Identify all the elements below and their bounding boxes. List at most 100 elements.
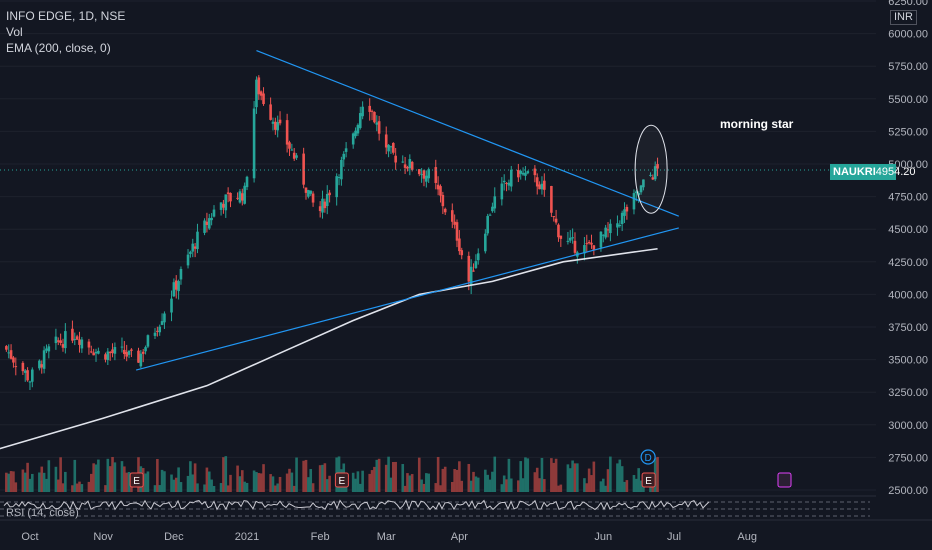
volume-bar [302, 460, 305, 492]
volume-bar [153, 485, 157, 492]
earnings-marker-label: E [339, 476, 346, 487]
time-tick-label: Jul [667, 531, 681, 543]
candle-body [604, 227, 607, 238]
volume-bar [559, 484, 563, 492]
volume-bar [224, 456, 228, 492]
candle-body [292, 152, 296, 159]
volume-bar [368, 473, 372, 492]
volume-bar [120, 461, 124, 492]
volume-bar [73, 459, 77, 492]
candle-body [507, 182, 511, 186]
volume-bar [576, 463, 579, 492]
rsi-line [3, 499, 710, 511]
candle-body [304, 187, 308, 193]
rsi-legend[interactable]: RSI (14, close) [6, 507, 79, 519]
volume-bar [290, 472, 294, 492]
candle-body [590, 242, 593, 245]
candle-body [342, 153, 346, 160]
candle-body [651, 177, 655, 180]
price-tick-label: 2500.00 [888, 485, 928, 497]
volume-bar [123, 466, 126, 492]
volume-bar [212, 485, 216, 492]
candle-body [229, 192, 232, 202]
candle-body [153, 332, 157, 336]
volume-bar [108, 466, 112, 492]
chart-legend: INFO EDGE, 1D, NSE Vol EMA (200, close, … [6, 8, 125, 56]
volume-bar [370, 470, 374, 492]
earnings-marker-label: E [645, 476, 652, 487]
candle-body [196, 231, 199, 250]
volume-bar [533, 472, 537, 492]
ema-line [0, 247, 658, 450]
volume-bar [439, 485, 442, 492]
candle-body [203, 220, 206, 233]
time-tick-label: Nov [93, 531, 113, 543]
candle-body [245, 176, 249, 188]
time-tick-label: 2021 [235, 531, 259, 543]
ema-legend[interactable]: EMA (200, close, 0) [6, 41, 111, 55]
volume-bar [583, 478, 586, 492]
candle-body [80, 339, 84, 349]
time-tick-label: Oct [21, 531, 38, 543]
volume-bar [491, 471, 494, 492]
volume-bar [592, 461, 596, 492]
candle-body [401, 161, 405, 163]
volume-bar [599, 481, 603, 492]
volume-bar [538, 478, 541, 492]
currency-label[interactable]: INR [890, 10, 917, 25]
volume-bar [526, 458, 530, 492]
price-tick-label: 2750.00 [888, 452, 928, 464]
candle-body [328, 192, 331, 196]
time-axis: Oct Nov Dec 2021 Feb Mar Apr Jun Jul Aug [21, 531, 757, 543]
volume-bars [5, 456, 659, 492]
candle-body [606, 229, 610, 231]
volume-bar [87, 481, 91, 492]
candle-body [550, 185, 553, 213]
symbol-title[interactable]: INFO EDGE, 1D, NSE [6, 9, 126, 23]
candle-body [45, 348, 48, 351]
volume-bar [144, 473, 147, 492]
candle-body [484, 233, 487, 252]
candle-body [325, 194, 329, 206]
volume-bar [295, 457, 298, 492]
volume-bar [358, 483, 362, 492]
candle-body [502, 180, 506, 183]
candle-body [559, 235, 563, 239]
price-tick-label: 5750.00 [888, 61, 928, 73]
volume-bar [540, 457, 544, 492]
volume-bar [243, 481, 246, 492]
candle-body [106, 351, 110, 361]
volume-bar [502, 475, 506, 492]
volume-bar [26, 462, 29, 492]
candle-body [222, 203, 225, 208]
morning-star-annotation[interactable]: morning star [720, 117, 794, 131]
candle-body [271, 121, 275, 124]
volume-bar [571, 460, 574, 492]
volume-bar [42, 472, 46, 492]
volume-bar [392, 462, 395, 492]
volume-bar [601, 478, 605, 492]
candle-body [354, 130, 357, 137]
volume-bar [64, 471, 67, 492]
candle-body [493, 196, 497, 209]
candle-body [635, 191, 638, 194]
candle-body [257, 77, 261, 95]
candle-body [422, 170, 426, 179]
candle-body [144, 347, 147, 352]
volume-bar [75, 483, 79, 492]
volume-bar [307, 477, 310, 492]
volume-bar [500, 484, 504, 492]
volume-legend[interactable]: Vol [6, 25, 23, 39]
candle-body [186, 254, 190, 266]
volume-bar [304, 459, 308, 492]
volume-bar [550, 458, 553, 492]
candle-body [54, 336, 58, 344]
candle-body [205, 221, 209, 225]
candle-body [236, 197, 239, 199]
candle-body [78, 339, 81, 345]
volume-bar [146, 471, 150, 492]
candle-body [599, 231, 603, 248]
volume-bar [517, 480, 520, 492]
volume-bar [472, 471, 475, 492]
